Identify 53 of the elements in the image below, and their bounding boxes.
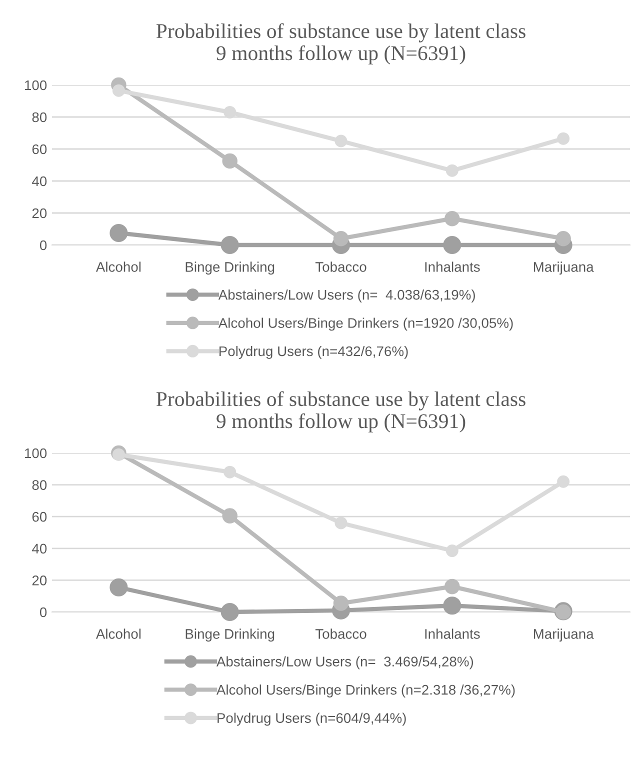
y-tick-label: 20	[32, 576, 47, 586]
y-tick-label: 100	[25, 80, 47, 90]
chart-title: Probabilities of substance use by latent class 9 months follow up (N=6391)	[156, 23, 526, 64]
point	[334, 134, 348, 148]
point	[222, 153, 238, 169]
y-tick-label: 100	[25, 448, 47, 458]
point	[224, 466, 236, 478]
point	[110, 224, 128, 242]
point	[334, 516, 348, 530]
x-tick-label: Binge Drinking	[186, 262, 274, 275]
legend-label: Abstainers/Low Users (n= 3.469/54,28%)	[216, 656, 474, 670]
legend-label: Alcohol Users/Binge Drinkers (n=1920 /30,05%)	[218, 318, 513, 331]
x-tick-label: Alcohol	[96, 628, 141, 639]
x-tick-label: Marijuana	[534, 628, 594, 642]
legend-label: Abstainers/Low Users (n= 4.038/63,19%)	[218, 290, 475, 302]
y-tick-label: 60	[32, 144, 47, 154]
point	[220, 236, 239, 254]
y-tick-label: 40	[32, 544, 47, 554]
y-tick-label: 0	[40, 607, 47, 618]
point	[112, 84, 125, 97]
point	[444, 210, 460, 226]
x-tick-label: Tobacco	[315, 628, 366, 639]
point	[443, 236, 462, 254]
point	[333, 230, 349, 246]
point	[224, 106, 236, 118]
point	[333, 596, 349, 611]
legend-label: Polydrug Users (n=432/6,76%)	[220, 346, 408, 359]
point	[446, 164, 458, 177]
point	[444, 578, 460, 594]
y-tick-label: 80	[32, 112, 47, 122]
point	[446, 544, 458, 558]
y-tick-label: 20	[32, 208, 47, 218]
x-tick-label: Inhalants	[425, 628, 480, 639]
point	[557, 475, 570, 488]
x-tick-label: Binge Drinking	[186, 628, 274, 642]
y-tick-label: 80	[32, 480, 47, 490]
legend-label: Polydrug Users (n=604/9,44%)	[218, 712, 406, 726]
point	[443, 596, 462, 615]
y-tick-label: 60	[32, 512, 47, 522]
chart-title: Probabilities of substance use by latent class 9 months follow up (N=6391)	[156, 391, 526, 432]
point	[556, 230, 571, 246]
x-tick-label: Marijuana	[534, 262, 594, 275]
point	[557, 132, 570, 145]
point	[220, 602, 239, 622]
y-tick-label: 0	[40, 240, 47, 250]
x-tick-label: Alcohol	[96, 262, 141, 272]
x-tick-label: Tobacco	[315, 262, 366, 272]
point	[222, 508, 238, 524]
point	[110, 578, 128, 596]
x-tick-label: Inhalants	[425, 262, 480, 272]
y-tick-label: 40	[32, 176, 47, 186]
legend-label: Alcohol Users/Binge Drinkers (n=2.318 /36,27%)	[216, 684, 515, 698]
point	[112, 448, 125, 461]
